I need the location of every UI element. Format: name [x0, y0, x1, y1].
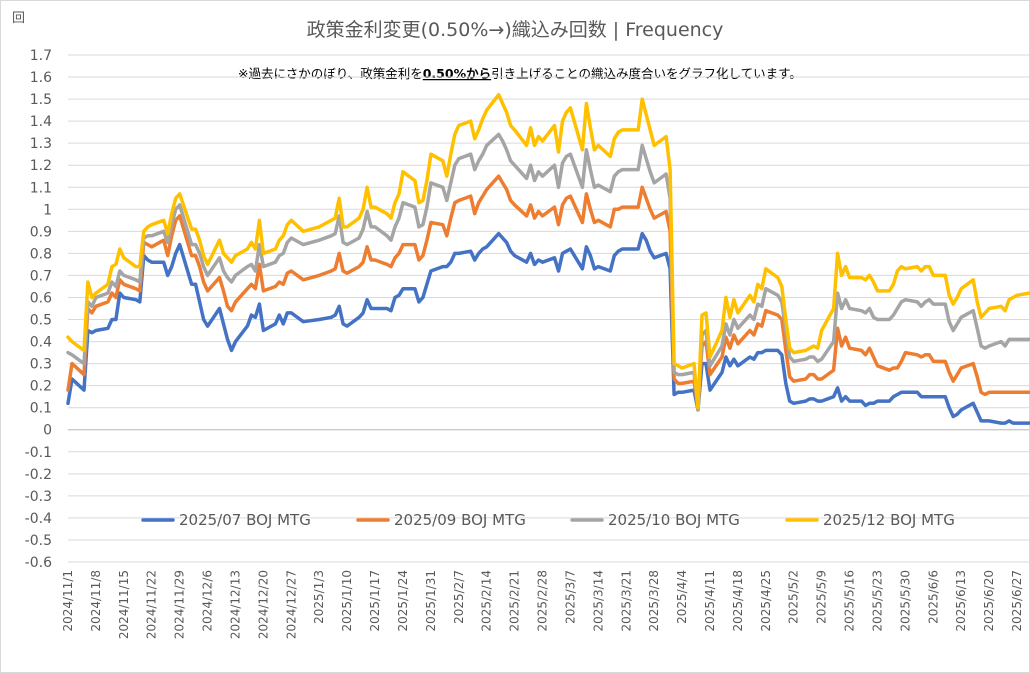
- y-unit-label: 回: [12, 11, 25, 26]
- y-tick-label: 0.6: [30, 290, 52, 306]
- x-tick-label: 2025/5/9: [815, 570, 829, 624]
- x-tick-label: 2024/12/13: [228, 570, 242, 639]
- x-tick-label: 2024/12/6: [201, 570, 215, 632]
- y-tick-label: 1.6: [30, 70, 52, 86]
- x-tick-label: 2025/6/13: [954, 570, 968, 632]
- y-tick-label: 1.2: [30, 158, 52, 174]
- x-tick-label: 2024/11/8: [89, 570, 103, 632]
- annotation-emphasis: 0.50%から: [423, 66, 491, 81]
- y-tick-label: -0.5: [25, 533, 52, 549]
- x-tick-label: 2025/4/11: [703, 570, 717, 632]
- y-tick-label: 0.2: [30, 379, 52, 395]
- x-tick-label: 2025/5/16: [843, 570, 857, 632]
- x-tick-label: 2025/1/24: [396, 570, 410, 632]
- y-tick-label: 1: [43, 202, 52, 218]
- x-tick-label: 2025/4/18: [731, 570, 745, 632]
- legend-label: 2025/10 BOJ MTG: [608, 511, 740, 529]
- series-lines: [66, 92, 1030, 425]
- x-tick-label: 2025/2/7: [452, 570, 466, 624]
- x-tick-label: 2024/11/29: [173, 570, 187, 639]
- x-tick-label: 2025/5/30: [898, 570, 912, 632]
- y-tick-label: 1.7: [30, 48, 52, 64]
- x-tick-label: 2025/1/31: [424, 570, 438, 632]
- x-tick-label: 2025/2/21: [508, 570, 522, 632]
- y-tick-label: 0.5: [30, 313, 52, 329]
- x-tick-label: 2025/3/21: [619, 570, 633, 632]
- y-tick-label: -0.1: [25, 445, 52, 461]
- y-tick-label: 1.4: [30, 114, 52, 130]
- series-line-3: [66, 132, 1030, 412]
- x-tick-label: 2024/11/1: [61, 570, 75, 632]
- x-tick-label: 2025/2/28: [536, 570, 550, 632]
- x-tick-label: 2025/6/20: [982, 570, 996, 632]
- y-tick-label: 0.7: [30, 268, 52, 284]
- x-tick-label: 2024/12/20: [256, 570, 270, 639]
- chart-annotation: ※過去にさかのぼり、政策金利を0.50%から引き上げることの織込み度合いをグラフ…: [238, 66, 802, 81]
- x-tick-label: 2025/3/28: [647, 570, 661, 632]
- y-tick-label: -0.6: [25, 555, 52, 571]
- y-tick-label: 0: [43, 423, 52, 439]
- x-tick-label: 2025/4/4: [675, 570, 689, 624]
- x-tick-label: 2025/6/6: [926, 570, 940, 624]
- x-tick-label: 2024/11/22: [145, 570, 159, 639]
- y-tick-label: -0.2: [25, 467, 52, 483]
- x-tick-label: 2025/1/10: [340, 570, 354, 632]
- x-tick-label: 2025/1/17: [368, 570, 382, 632]
- y-tick-label: 0.4: [30, 335, 52, 351]
- x-tick-label: 2025/3/7: [563, 570, 577, 624]
- y-tick-label: 0.3: [30, 357, 52, 373]
- y-tick-label: -0.3: [25, 489, 52, 505]
- x-tick-label: 2025/2/14: [480, 570, 494, 632]
- y-axis-ticks: -0.6 -0.5 -0.4 -0.3 -0.2 -0.1 0 0.1 0.2 0.3 0.4 0.5…: [25, 48, 52, 571]
- annotation-prefix: ※過去にさかのぼり、政策金利を: [238, 66, 423, 81]
- y-tick-label: 0.8: [30, 246, 52, 262]
- x-tick-label: 2024/11/15: [117, 570, 131, 639]
- x-tick-label: 2025/6/27: [1010, 570, 1024, 632]
- legend-label: 2025/12 BOJ MTG: [823, 511, 955, 529]
- x-tick-label: 2025/3/14: [591, 570, 605, 632]
- y-tick-label: 1.3: [30, 136, 52, 152]
- legend-label: 2025/07 BOJ MTG: [179, 511, 311, 529]
- x-tick-label: 2025/1/3: [312, 570, 326, 624]
- x-tick-label: 2024/12/27: [284, 570, 298, 639]
- y-tick-label: -0.4: [25, 511, 52, 527]
- series-line-2: [66, 174, 1030, 410]
- y-tick-label: 1.1: [30, 180, 52, 196]
- y-tick-label: 0.1: [30, 401, 52, 417]
- x-axis: 2024/11/1 2024/11/8 2024/11/15 2024/11/22 20…: [61, 429, 1029, 639]
- y-tick-label: 0.9: [30, 224, 52, 240]
- legend: 2025/07 BOJ MTG 2025/09 BOJ MTG 2025/10 BO…: [141, 511, 955, 529]
- x-tick-label: 2025/4/25: [759, 570, 773, 632]
- legend-label: 2025/09 BOJ MTG: [394, 511, 526, 529]
- x-tick-label: 2025/5/2: [787, 570, 801, 624]
- series-line-4: [66, 92, 1030, 410]
- series-line-1: [66, 231, 1030, 425]
- y-tick-label: 1.5: [30, 92, 52, 108]
- x-tick-label: 2025/5/23: [870, 570, 884, 632]
- chart-title: 政策金利変更(0.50%→)織込み回数 | Frequency: [307, 19, 724, 41]
- annotation-suffix: 引き上げることの織込み度合いをグラフ化しています。: [491, 66, 802, 81]
